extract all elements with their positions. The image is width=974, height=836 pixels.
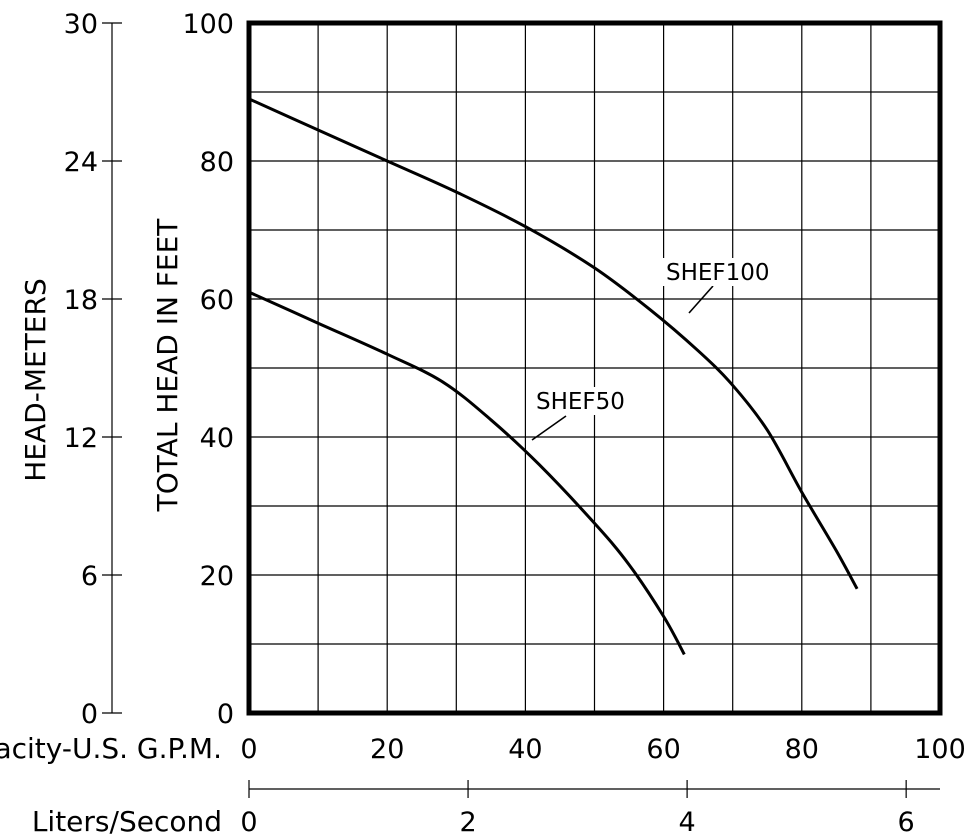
plot-frame xyxy=(246,20,943,716)
x2-tick-label: 4 xyxy=(679,807,696,836)
series-label-shef50: SHEF50 xyxy=(536,389,625,415)
x-tick-label: 20 xyxy=(370,734,404,765)
y2-tick-label: 18 xyxy=(64,285,98,316)
y-tick-label: 60 xyxy=(200,285,234,316)
y-axis-title: TOTAL HEAD IN FEET xyxy=(151,218,184,513)
y-tick-label: 40 xyxy=(200,423,234,454)
y2-tick-label: 30 xyxy=(64,9,98,40)
x2-tick-label: 6 xyxy=(898,807,915,836)
series-label-shef100: SHEF100 xyxy=(666,260,770,286)
y-tick-label: 20 xyxy=(200,561,234,592)
grid xyxy=(249,23,940,713)
y-tick-label: 100 xyxy=(182,9,234,40)
y-tick-label: 0 xyxy=(217,699,234,730)
series-line-shef100 xyxy=(248,97,859,590)
x-axis-title: Capacity-U.S. G.P.M. xyxy=(0,732,222,765)
x-tick-label: 0 xyxy=(240,734,257,765)
y2-tick-label: 24 xyxy=(64,147,98,178)
x-tick-label: 80 xyxy=(785,734,819,765)
curves xyxy=(248,97,859,656)
leader-line-shef100 xyxy=(688,285,714,314)
tick-labels: 0 20 40 60 80 100 0 20 40 60 80 100 xyxy=(182,9,965,765)
x-tick-label: 40 xyxy=(508,734,542,765)
label-background xyxy=(532,387,628,415)
y2-tick-label: 12 xyxy=(64,423,98,454)
x2-tick-label: 0 xyxy=(240,807,257,836)
x2-axis-title: Liters/Second xyxy=(32,805,222,836)
curve-labels: SHEF100 SHEF50 xyxy=(531,258,773,441)
y2-tick-label: 6 xyxy=(81,561,98,592)
x-tick-label: 60 xyxy=(646,734,680,765)
y2-axis-title: HEAD-METERS xyxy=(19,278,52,481)
x-tick-label: 100 xyxy=(914,734,966,765)
leader-line-shef50 xyxy=(531,415,567,441)
x2-tick-label: 2 xyxy=(459,807,476,836)
series-line-shef50 xyxy=(248,290,686,656)
y-tick-label: 80 xyxy=(200,147,234,178)
label-background xyxy=(662,258,773,286)
y2-tick-label: 0 xyxy=(81,699,98,730)
